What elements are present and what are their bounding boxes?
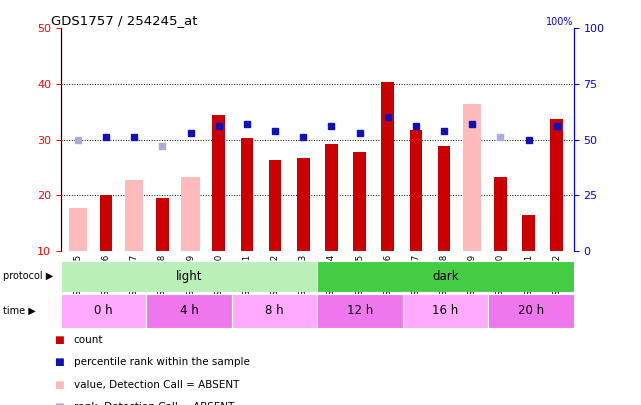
Text: value, Detection Call = ABSENT: value, Detection Call = ABSENT xyxy=(74,380,239,390)
Text: 12 h: 12 h xyxy=(347,304,373,318)
Bar xyxy=(61,294,146,328)
Bar xyxy=(240,138,253,251)
Bar xyxy=(488,294,574,328)
Bar xyxy=(232,294,317,328)
Bar xyxy=(325,144,338,251)
Bar xyxy=(269,160,281,251)
Text: 4 h: 4 h xyxy=(179,304,199,318)
Bar xyxy=(317,261,574,292)
Bar xyxy=(522,215,535,251)
Text: count: count xyxy=(74,335,103,345)
Text: 0 h: 0 h xyxy=(94,304,113,318)
Bar xyxy=(410,130,422,251)
Bar xyxy=(381,82,394,251)
Bar xyxy=(212,115,225,251)
Text: light: light xyxy=(176,270,203,283)
Text: ■: ■ xyxy=(54,402,64,405)
Text: 20 h: 20 h xyxy=(518,304,544,318)
Bar xyxy=(463,104,481,251)
Text: percentile rank within the sample: percentile rank within the sample xyxy=(74,358,249,367)
Bar xyxy=(99,195,112,251)
Bar xyxy=(61,261,317,292)
Text: dark: dark xyxy=(432,270,459,283)
Text: GDS1757 / 254245_at: GDS1757 / 254245_at xyxy=(51,14,197,27)
Bar xyxy=(146,294,232,328)
Text: ■: ■ xyxy=(54,358,64,367)
Bar xyxy=(551,119,563,251)
Bar xyxy=(403,294,488,328)
Bar xyxy=(353,152,366,251)
Bar xyxy=(156,198,169,251)
Text: ■: ■ xyxy=(54,380,64,390)
Bar xyxy=(317,294,403,328)
Text: 8 h: 8 h xyxy=(265,304,284,318)
Text: rank, Detection Call = ABSENT: rank, Detection Call = ABSENT xyxy=(74,402,234,405)
Text: 100%: 100% xyxy=(546,17,574,27)
Text: ■: ■ xyxy=(54,335,64,345)
Bar xyxy=(297,158,310,251)
Bar xyxy=(438,146,451,251)
Bar xyxy=(69,208,87,251)
Text: protocol ▶: protocol ▶ xyxy=(3,271,53,281)
Bar xyxy=(181,177,199,251)
Text: time ▶: time ▶ xyxy=(3,306,36,316)
Bar xyxy=(125,180,144,251)
Bar xyxy=(494,177,507,251)
Text: 16 h: 16 h xyxy=(433,304,458,318)
